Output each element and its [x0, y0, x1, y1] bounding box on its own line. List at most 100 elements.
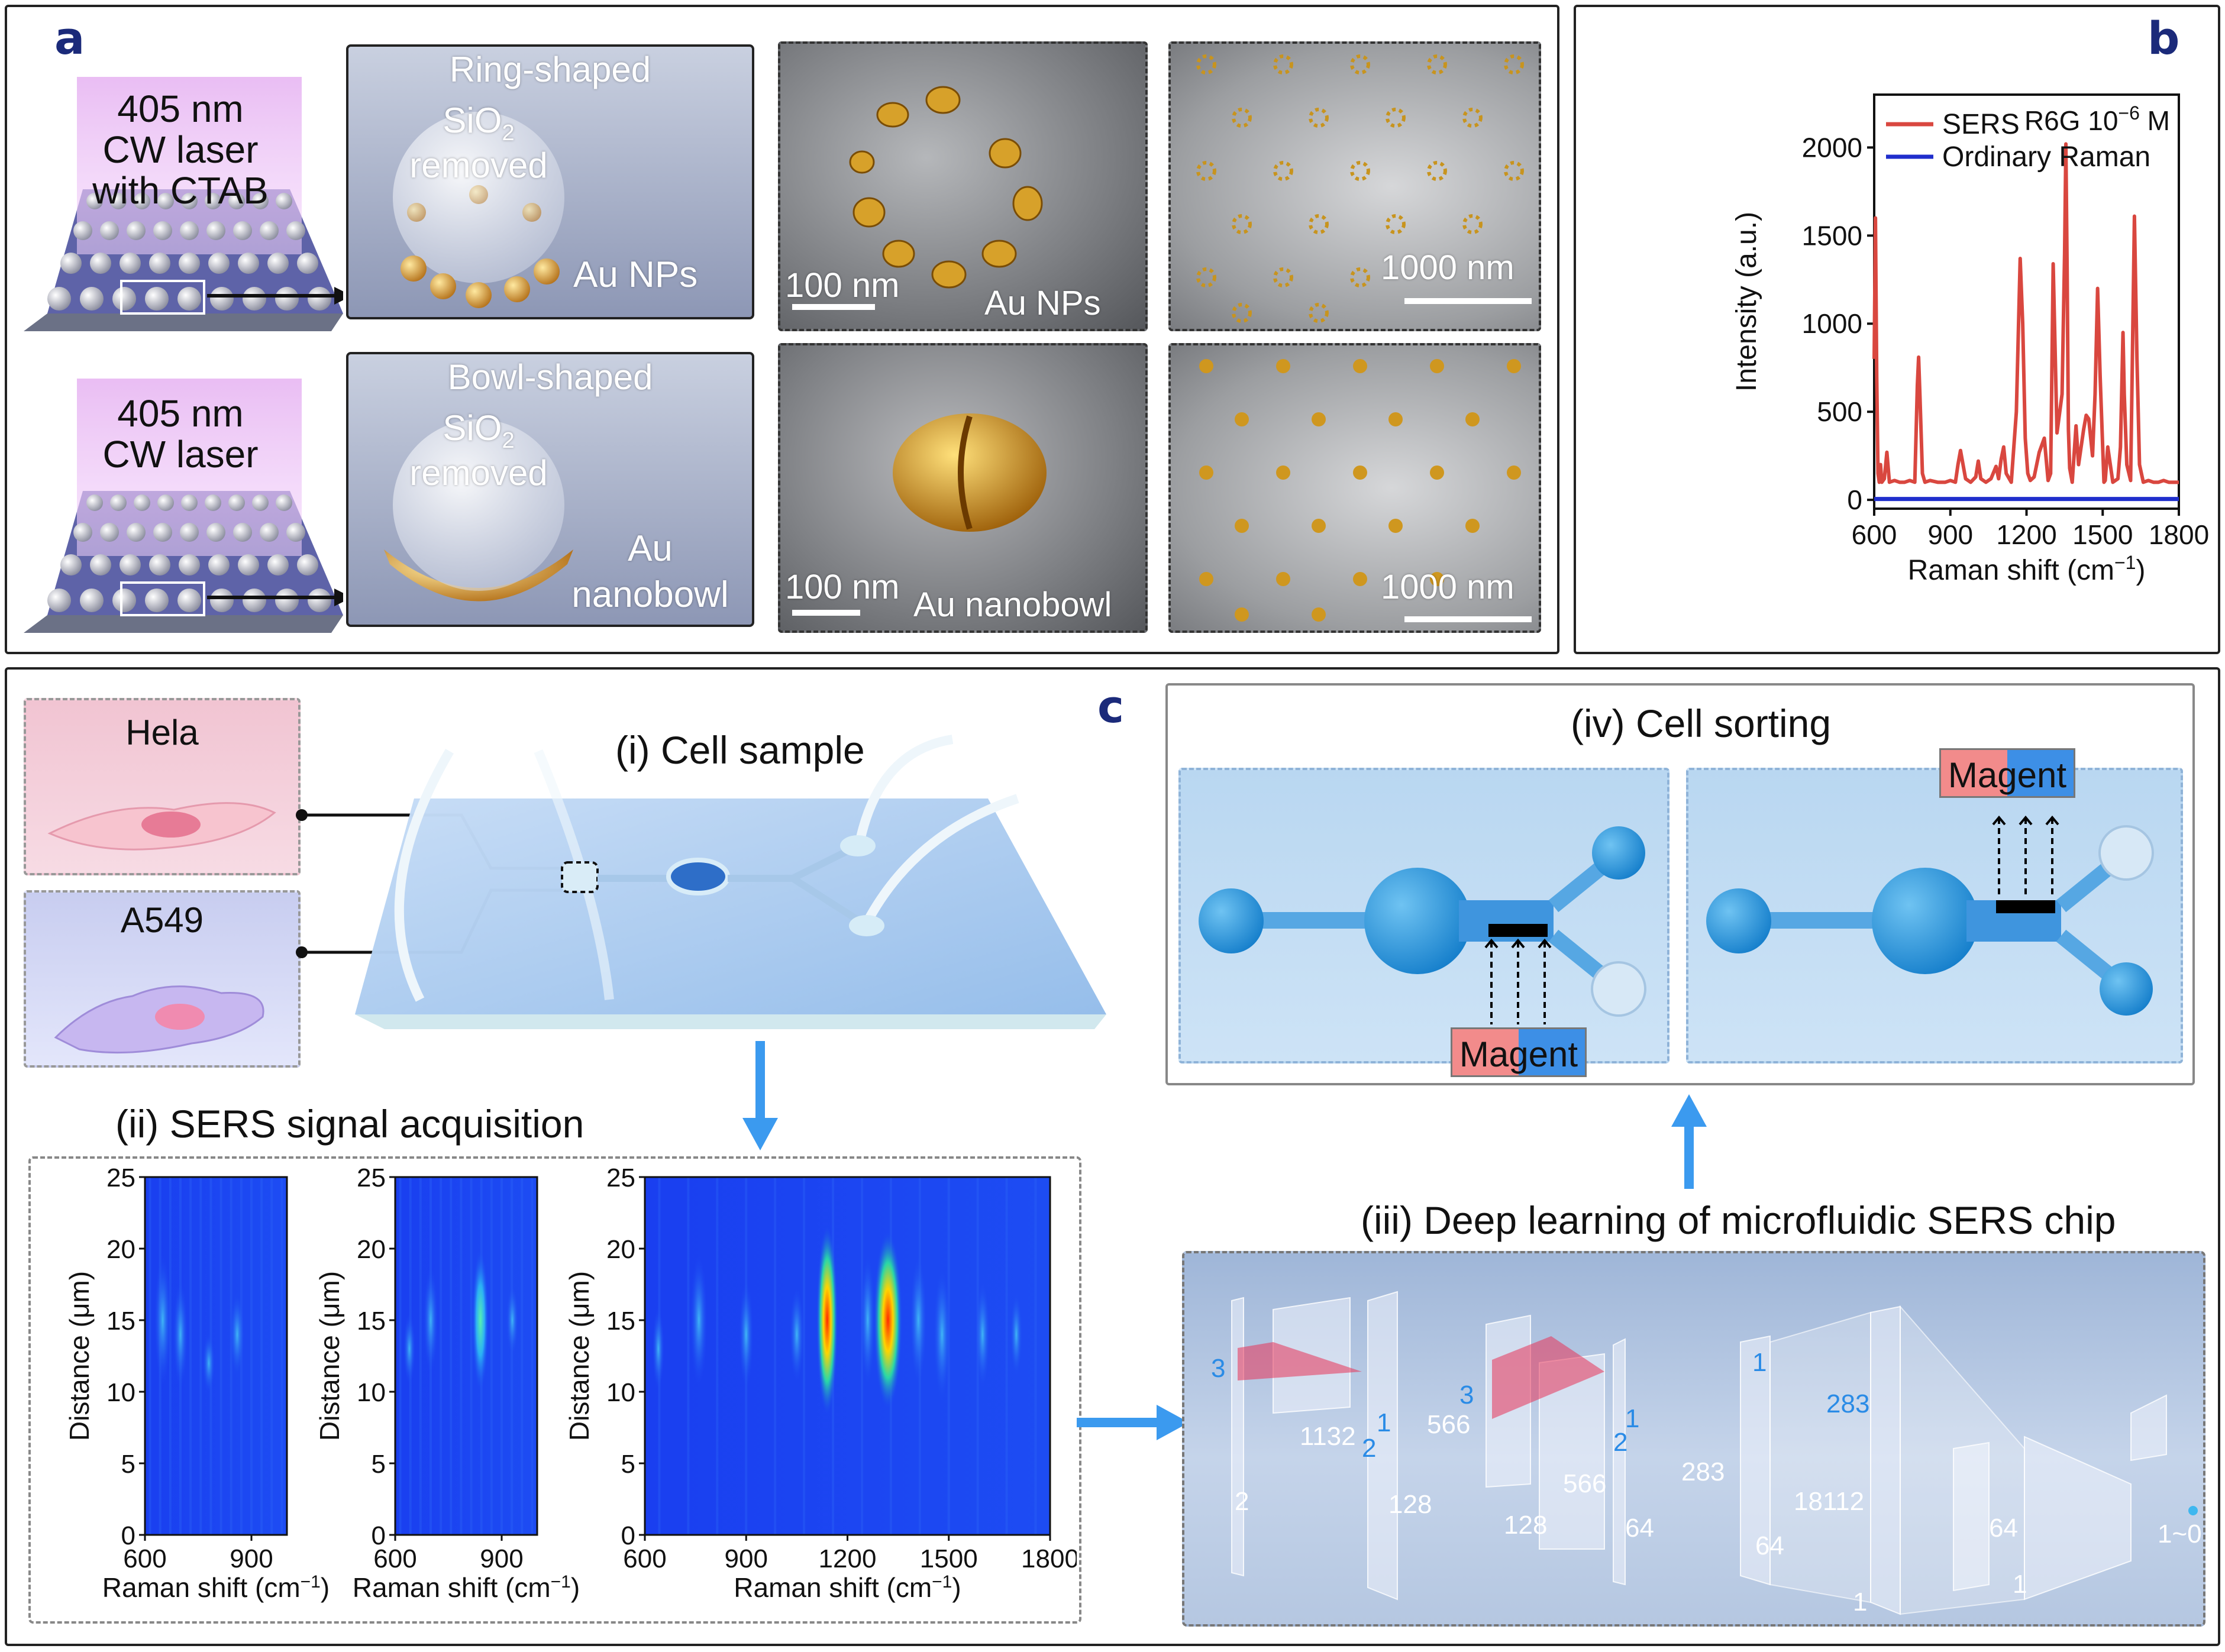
cnn-label-283-b: 283	[1826, 1389, 1870, 1418]
heatmap-2-streak	[419, 1177, 422, 1535]
step-i-title: (i) Cell sample	[615, 728, 865, 772]
heatmap-x-label-text: Raman shift (cm	[102, 1572, 301, 1603]
heatmap-3-y-tick-label: 15	[606, 1307, 635, 1336]
bowl-sio2-subscript: 2	[502, 428, 515, 453]
sem-bowl-array-scale-label: 1000 nm	[1381, 568, 1514, 606]
heatmap-1-peak	[230, 1293, 244, 1376]
heatmap-3-streak	[687, 1177, 690, 1535]
heatmap-3-peak	[739, 1281, 754, 1388]
heatmap-3-peak	[652, 1307, 664, 1391]
laser-bowl-label: 405 nm CW laser	[102, 392, 259, 476]
heatmap-1-peak	[203, 1333, 215, 1393]
heatmap-1-y-tick-label: 25	[106, 1163, 135, 1192]
ring-sio2-subscript: 2	[502, 121, 515, 146]
sers-annotation-unit: M	[2140, 105, 2170, 136]
bowl-sphere-illustration	[384, 419, 573, 602]
heatmap-3-x-tick-label: 1800	[1021, 1544, 1077, 1573]
bowl-shaped-schematic: Bowl-shaped SiO2 removed Au nanobowl	[346, 352, 754, 627]
heatmap-3-peak	[934, 1269, 951, 1400]
cnn-label-dense-2: 1	[2013, 1570, 2027, 1599]
heatmap-1-streak	[189, 1177, 192, 1535]
right-arrow-to-deep-learning	[1077, 1405, 1189, 1440]
sers-x-tick-label: 1200	[1996, 519, 2056, 550]
sers-annotation-text: R6G 10	[2024, 105, 2119, 136]
cnn-label-18112: 18112	[1794, 1487, 1865, 1516]
laser-substrate-bowl-illustration	[24, 379, 343, 633]
sers-y-tick-label: 2000	[1802, 132, 1862, 163]
sers-annotation-sup: −6	[2118, 102, 2139, 124]
heatmap-x-label-end: )	[571, 1572, 580, 1603]
heatmap-x-label-sup: −1	[551, 1572, 571, 1592]
panel-c-frame	[5, 667, 2220, 1646]
heatmap-2-streak	[450, 1177, 453, 1535]
heatmap-3-y-axis-label: Distance (μm)	[564, 1271, 595, 1441]
cnn-label-128-a: 128	[1388, 1490, 1432, 1519]
bowl-shaped-title: Bowl-shaped	[447, 357, 653, 397]
up-arrow-to-sorting	[1671, 1094, 1707, 1189]
bowl-au-nanobowl-label: Au nanobowl	[571, 528, 729, 615]
heatmap-2-y-tick-label: 20	[357, 1235, 386, 1264]
sem-bowl-scale-bar	[792, 610, 860, 616]
heatmap-1-streak	[219, 1177, 222, 1535]
heatmap-2-streak	[500, 1177, 503, 1535]
cnn-label-dense-1: 1	[1853, 1588, 1868, 1617]
panel-c-letter: c	[1097, 680, 1125, 733]
heatmap-3-peak	[789, 1287, 804, 1382]
heatmap-2-y-tick-label: 10	[357, 1378, 386, 1407]
heatmap-3-x-axis-label: Raman shift (cm−1)	[734, 1572, 961, 1603]
heatmap-1-streak	[260, 1177, 263, 1535]
cnn-label-566-a: 566	[1427, 1410, 1471, 1439]
heatmap-layer: 0 5 10 15 20 25 600 900 Distance (μm) Raman shift…	[64, 1163, 1077, 1603]
bowl-sio2-label: SiO2 removed	[408, 409, 550, 493]
ring-sio2-label: SiO2 removed	[408, 101, 550, 185]
heatmap-1-y-axis-label: Distance (μm)	[64, 1271, 95, 1441]
cnn-architecture-illustration	[1231, 1291, 2198, 1615]
sorting-channel-left	[1178, 768, 1669, 1063]
heatmap-1-peak	[154, 1255, 171, 1385]
heatmap-3-peak	[910, 1255, 927, 1385]
heatmap-1-y-tick-label: 10	[106, 1378, 135, 1407]
cnn-label-conv2-channels: 3	[1459, 1381, 1474, 1409]
heatmaps-svg: 0 5 10 15 20 25 600 900 Distance (μm) Raman shift…	[64, 1163, 1077, 1603]
heatmap-2-streak	[531, 1177, 534, 1535]
step-ii-title: (ii) SERS signal acquisition	[115, 1102, 584, 1146]
heatmap-x-label-text: Raman shift (cm	[734, 1572, 932, 1603]
cnn-label-conv1-channels: 1	[1377, 1408, 1391, 1437]
heatmap-2-peak	[424, 1267, 438, 1373]
a549-cell-illustration	[54, 985, 264, 1054]
sem-bowl-au-label: Au nanobowl	[913, 586, 1112, 624]
heatmap-1-streak	[250, 1177, 253, 1535]
heatmap-1-x-axis-label: Raman shift (cm−1)	[102, 1572, 330, 1603]
heatmap-2-x-tick-label: 600	[373, 1544, 416, 1573]
microfluidic-chip-illustration	[355, 735, 1106, 1029]
heatmap-1-y-tick-label: 5	[121, 1450, 135, 1479]
sers-x-axis-label: Raman shift (cm−1)	[1908, 552, 2146, 586]
heatmap-2-streak	[440, 1177, 443, 1535]
heatmap-x-label-end: )	[952, 1572, 961, 1603]
heatmap-x-label-sup: −1	[301, 1572, 321, 1592]
panel-b-frame	[1574, 5, 2220, 654]
heatmap-2-y-tick-label: 0	[372, 1521, 386, 1550]
down-arrow-to-signal	[742, 1041, 778, 1150]
sorting-channel-right	[1686, 768, 2183, 1063]
sorting-channel-right-illustration	[1706, 815, 2154, 1016]
heatmap-x-label-sup: −1	[932, 1572, 952, 1592]
heatmap-3-peak	[860, 1255, 875, 1385]
sem-ring-array-scale-bar	[1404, 298, 1532, 304]
deep-learning-box: 3 1132 1 2 128 2 3 566 128 566 1 2 64 28…	[1182, 1251, 2205, 1627]
sem-bowl-scale-label: 100 nm	[785, 568, 900, 606]
sers-x-label-text: Raman shift (cm	[1908, 555, 2114, 586]
heatmap-3-peak	[1010, 1293, 1022, 1376]
cnn-label-conv3-kernel: 2	[1613, 1428, 1628, 1457]
ring-sio2-text: SiO	[443, 101, 502, 140]
bowl-sio2-text: SiO	[443, 408, 502, 448]
sers-x-tick-label: 600	[1852, 519, 1897, 550]
magent-text-left: Magent	[1459, 1034, 1578, 1074]
heatmap-1-y-tick-label: 20	[106, 1235, 135, 1264]
ring-au-nps-label: Au NPs	[573, 254, 698, 295]
heatmap-1-streak	[230, 1177, 232, 1535]
heatmap-1-streak	[270, 1177, 273, 1535]
magent-text-right: Magent	[1948, 755, 2067, 795]
sem-bowl-array: 1000 nm	[1168, 343, 1541, 633]
heatmap-3-streak	[716, 1177, 719, 1535]
